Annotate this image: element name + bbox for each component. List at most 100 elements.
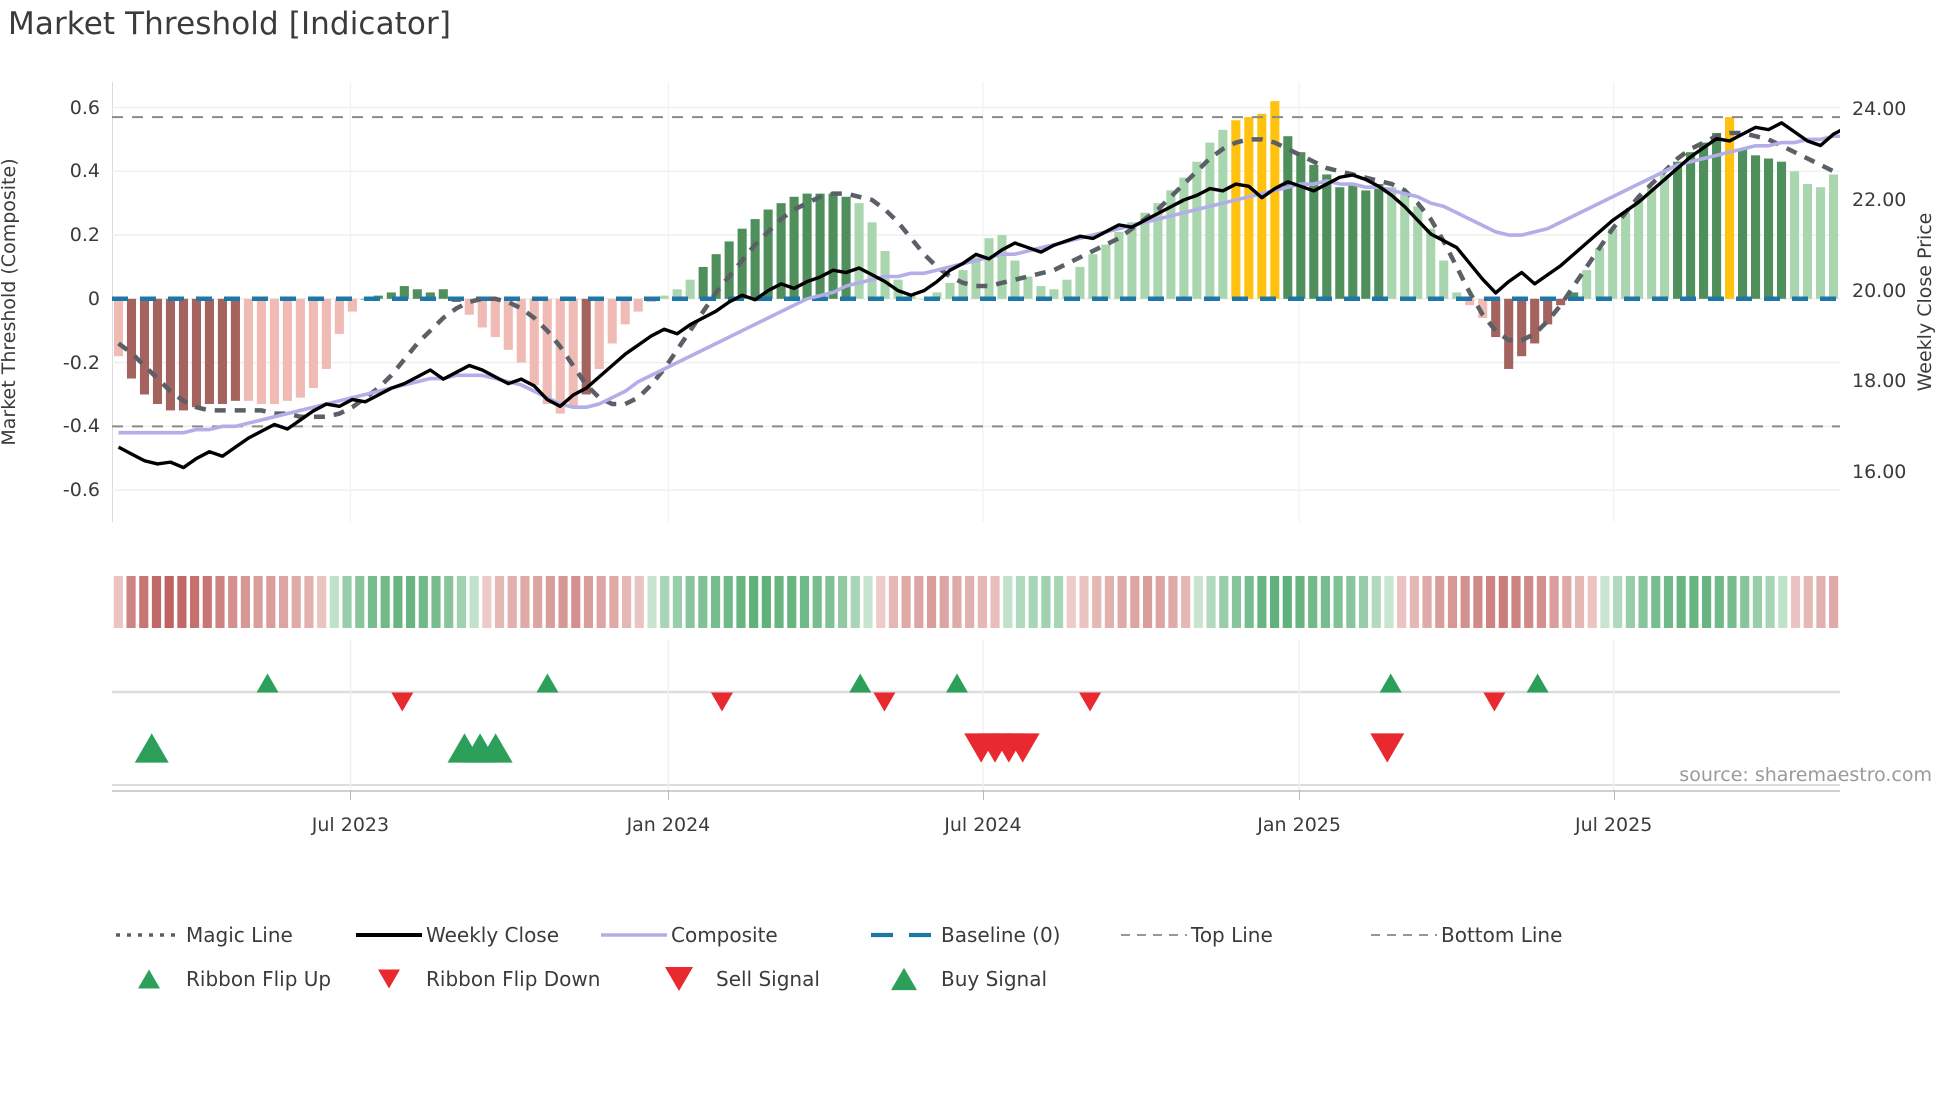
histogram-bar: [1828, 174, 1839, 299]
histogram-bar: [347, 298, 357, 312]
histogram-bar: [178, 298, 189, 411]
chart-legend: Magic Line Weekly Close Composite Baseline …: [112, 920, 1872, 1008]
ribbon-cell: [1498, 576, 1508, 628]
histogram-bar: [997, 235, 1007, 299]
ribbon-cell: [876, 576, 886, 628]
x-tick-label: Jan 2024: [626, 814, 711, 836]
ribbon-cell: [1397, 576, 1407, 628]
legend-item-magic-line[interactable]: Magic Line: [112, 922, 293, 948]
y-tick-right: 18.00: [1852, 370, 1907, 393]
solid-line-icon: [597, 922, 671, 948]
legend-item-weekly-close[interactable]: Weekly Close: [352, 922, 559, 948]
histogram-bar: [165, 298, 176, 411]
ribbon-cell: [1447, 576, 1458, 628]
ribbon-cell: [1257, 576, 1267, 628]
y-axis-right-ticks: 24.00 22.00 20.00 18.00 16.00: [1852, 0, 1960, 1102]
ribbon-strip-svg: [113, 576, 1839, 628]
buy-signal-marker: [478, 733, 513, 763]
ribbon-cell: [596, 576, 606, 628]
ribbon-flip-up-marker: [945, 673, 968, 693]
histogram-bar: [1348, 184, 1358, 299]
ribbon-cell: [749, 576, 759, 628]
legend-item-composite[interactable]: Composite: [597, 922, 778, 948]
histogram-bar: [1140, 212, 1150, 299]
triangle-up-icon: [138, 969, 160, 989]
ribbon-cell: [1689, 576, 1699, 628]
legend-item-ribbon-flip-down[interactable]: Ribbon Flip Down: [352, 966, 600, 992]
histogram-bar: [1751, 155, 1761, 299]
ribbon-cell: [317, 576, 327, 628]
ribbon-cell: [812, 576, 822, 628]
legend-item-top-line[interactable]: Top Line: [1117, 922, 1273, 948]
histogram-bar: [776, 203, 786, 299]
x-tick-label: Jul 2025: [1574, 814, 1653, 836]
histogram-bar: [386, 292, 396, 299]
main-plot-area: [112, 82, 1840, 522]
ribbon-flip-up-marker: [536, 673, 559, 693]
ribbon-cell: [1536, 576, 1546, 628]
ribbon-cell: [1231, 576, 1242, 628]
histogram-bar: [503, 298, 513, 350]
ribbon-cell: [456, 576, 466, 628]
ribbon-cell: [1206, 576, 1216, 628]
ribbon-cell: [1371, 576, 1381, 628]
histogram-bar: [334, 298, 344, 334]
dotted-line-icon: [112, 922, 186, 948]
triangle-up-icon: [112, 966, 186, 992]
legend-row: Ribbon Flip Up Ribbon Flip Down Sell Signa…: [112, 964, 1872, 994]
histogram-bar: [1426, 228, 1436, 299]
ribbon-cell: [1816, 576, 1826, 628]
ribbon-cell: [1752, 576, 1762, 628]
ribbon-cell: [710, 576, 721, 628]
histogram-bar: [1231, 120, 1241, 299]
legend-label: Baseline (0): [941, 923, 1061, 947]
triangle-down-large-icon: [642, 966, 716, 992]
ribbon-flip-up-marker: [1379, 673, 1402, 693]
legend-item-baseline-0[interactable]: Baseline (0): [867, 922, 1060, 948]
legend-item-buy-signal[interactable]: Buy Signal: [867, 966, 1047, 992]
ribbon-cell: [926, 576, 937, 628]
histogram-bar: [1491, 298, 1501, 338]
ribbon-cell: [1282, 576, 1292, 628]
ribbon-cell: [1727, 576, 1737, 628]
ribbon-cell: [571, 576, 581, 628]
y-tick-right: 16.00: [1852, 461, 1907, 484]
ribbon-cell: [1092, 576, 1102, 628]
weekly-close-line: [117, 121, 1840, 470]
ribbon-cell: [1358, 576, 1369, 628]
y-tick-left: 0.6: [69, 96, 100, 119]
histogram-bar: [841, 196, 851, 299]
histogram-bar: [1010, 260, 1020, 299]
legend-item-ribbon-flip-up[interactable]: Ribbon Flip Up: [112, 966, 331, 992]
ribbon-cell: [1473, 576, 1483, 628]
y-tick-left: 0: [87, 287, 100, 310]
histogram-bar: [1621, 212, 1631, 299]
ribbon-cell: [482, 576, 492, 628]
histogram-bar: [1244, 117, 1254, 299]
ribbon-cell: [139, 576, 149, 628]
ribbon-cell: [1574, 576, 1585, 628]
ribbon-flip-up-marker: [1526, 673, 1549, 693]
ribbon-cell: [1054, 576, 1064, 628]
ribbon-flip-up-marker: [256, 673, 279, 693]
legend-item-bottom-line[interactable]: Bottom Line: [1367, 922, 1562, 948]
ribbon-cell: [329, 576, 339, 628]
ribbon-cell: [1803, 576, 1813, 628]
ribbon-cell: [914, 576, 924, 628]
histogram-bar: [620, 298, 630, 325]
legend-item-sell-signal[interactable]: Sell Signal: [642, 966, 820, 992]
histogram-bar: [1738, 148, 1748, 299]
ribbon-cell: [977, 576, 987, 628]
ribbon-cell: [342, 576, 352, 628]
histogram-bar: [464, 298, 474, 315]
legend-label: Weekly Close: [426, 923, 560, 947]
ribbon-cell: [1778, 576, 1788, 628]
sell-signal-marker: [1005, 733, 1040, 763]
ribbon-cell: [291, 576, 301, 628]
ribbon-cell: [1460, 576, 1470, 628]
page-title: Market Threshold [Indicator]: [8, 6, 452, 42]
histogram-bar: [1361, 190, 1371, 299]
histogram-bar: [711, 254, 721, 299]
ribbon-cell: [1409, 576, 1419, 628]
histogram-bar: [308, 298, 318, 389]
